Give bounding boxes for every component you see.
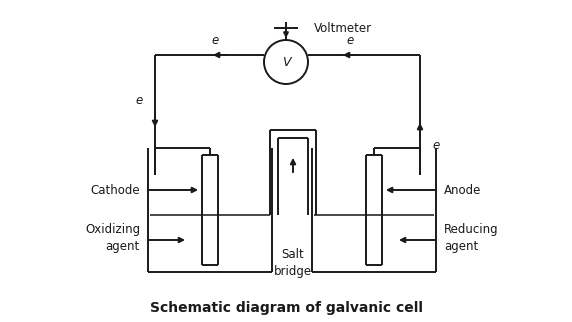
Text: e: e: [136, 93, 143, 107]
Text: Cathode: Cathode: [90, 184, 140, 196]
Text: Reducing
agent: Reducing agent: [444, 223, 499, 253]
Text: e: e: [432, 138, 439, 151]
Text: V: V: [282, 55, 290, 69]
Text: e: e: [212, 34, 219, 47]
Text: Salt
bridge: Salt bridge: [274, 248, 312, 278]
Text: Schematic diagram of galvanic cell: Schematic diagram of galvanic cell: [149, 301, 423, 315]
Text: Anode: Anode: [444, 184, 482, 196]
Text: Voltmeter: Voltmeter: [314, 22, 372, 34]
Circle shape: [264, 40, 308, 84]
Text: e: e: [347, 34, 353, 47]
Text: Oxidizing
agent: Oxidizing agent: [85, 223, 140, 253]
